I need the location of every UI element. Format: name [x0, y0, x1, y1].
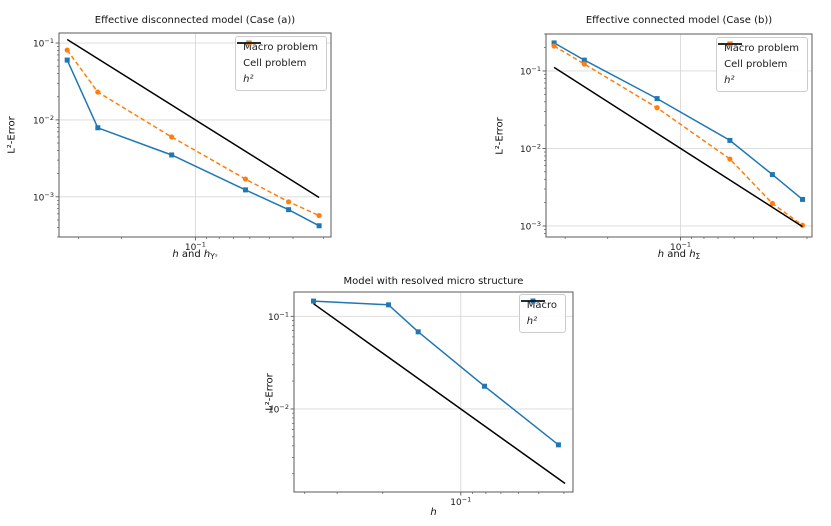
- legend-entry: h²: [237, 42, 318, 86]
- chart-title: Effective disconnected model (Case (a)): [94, 15, 296, 26]
- legend-label: Macro problem: [724, 42, 799, 54]
- svg-text:10−2: 10−2: [33, 114, 54, 127]
- y-axis-label: L²-Error: [264, 373, 276, 411]
- x-axis-label-and: and: [664, 249, 690, 260]
- chart-title: Effective connected model (Case (b)): [585, 15, 773, 26]
- svg-text:10−3: 10−3: [33, 191, 54, 204]
- chart-resolved-micro-plot-area: 10−110−110−2: [268, 291, 574, 508]
- chart-case-b-plot-area: 10−110−110−210−3: [520, 33, 813, 253]
- legend-label: h²: [724, 74, 735, 86]
- x-axis-label-h2: h: [689, 249, 696, 260]
- y-axis-label: L²-Error: [494, 117, 506, 155]
- svg-text:10−2: 10−2: [520, 142, 541, 155]
- chart-case-a-plot-area: 10−110−110−210−3: [33, 32, 332, 253]
- y-axis-label: L²-Error: [6, 116, 18, 154]
- legend-line-sample: [237, 42, 262, 44]
- x-axis-label-h: h: [657, 249, 665, 260]
- legend-entry: h²: [520, 300, 557, 328]
- legend-label: Cell problem: [724, 58, 788, 70]
- legend-line-sample: [520, 300, 545, 302]
- chart-case-b: 10−1 10−1 10−2 10−3 Effective connected mod…: [480, 0, 831, 263]
- svg-text:10−1: 10−1: [268, 310, 289, 323]
- chart-case-a: 10−1 10−1 10−2 10−3 Effective disconnected …: [0, 0, 340, 263]
- x-axis-label-h: h: [430, 507, 437, 518]
- legend: Macro problem Cell problem h²: [235, 36, 327, 91]
- legend-label: h²: [243, 73, 254, 85]
- x-axis-label-h: h: [172, 249, 179, 260]
- x-axis-label-subscript: Yˢ: [210, 252, 218, 261]
- legend-label: Cell problem: [243, 57, 307, 69]
- legend-entry: Cell problem: [718, 41, 799, 71]
- legend-label: Macro problem: [243, 41, 318, 53]
- x-axis-label: h and hΣ: [546, 249, 812, 261]
- legend-label: h²: [526, 315, 538, 327]
- x-axis-label-and: and: [178, 249, 204, 260]
- x-axis-label-subscript: Σ: [695, 252, 701, 261]
- legend-line-sample: [718, 43, 743, 45]
- legend: Macro h²: [518, 294, 566, 333]
- chart-resolved-micro: 10−1 10−1 10−2 Model with resolved micro s…: [240, 263, 590, 526]
- x-axis-label: h: [294, 507, 573, 519]
- svg-text:10−3: 10−3: [520, 220, 541, 233]
- chart-title: Model with resolved micro structure: [343, 276, 524, 287]
- legend-entry: h²: [718, 43, 799, 87]
- legend: Macro problem Cell problem h²: [716, 37, 808, 92]
- legend-label: Macro: [526, 299, 557, 311]
- legend-entry: Cell problem: [237, 40, 318, 70]
- svg-text:10−1: 10−1: [520, 65, 541, 78]
- x-axis-label-h2: h: [203, 249, 211, 260]
- svg-text:10−1: 10−1: [33, 37, 54, 50]
- x-axis-label: h and hYˢ: [59, 249, 331, 261]
